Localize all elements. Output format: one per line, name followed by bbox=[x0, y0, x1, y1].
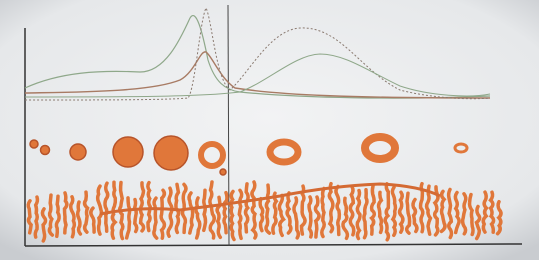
stripe bbox=[357, 191, 360, 239]
stripe bbox=[127, 198, 130, 238]
stripe bbox=[135, 200, 137, 232]
spot bbox=[41, 146, 50, 155]
stripe bbox=[491, 192, 494, 232]
spot bbox=[154, 136, 188, 170]
spot bbox=[220, 169, 226, 175]
figure bbox=[0, 0, 539, 260]
spot bbox=[30, 140, 38, 148]
stripe bbox=[105, 183, 108, 231]
stripe bbox=[231, 192, 234, 240]
spot bbox=[113, 137, 143, 167]
stripe bbox=[35, 197, 37, 237]
spot bbox=[70, 144, 86, 160]
stripe bbox=[204, 190, 206, 230]
page: (() => { const g = document.getElementBy… bbox=[0, 0, 539, 260]
stripe bbox=[309, 197, 311, 237]
stripe bbox=[364, 190, 367, 238]
stripe bbox=[322, 189, 324, 237]
stripe bbox=[239, 190, 241, 238]
